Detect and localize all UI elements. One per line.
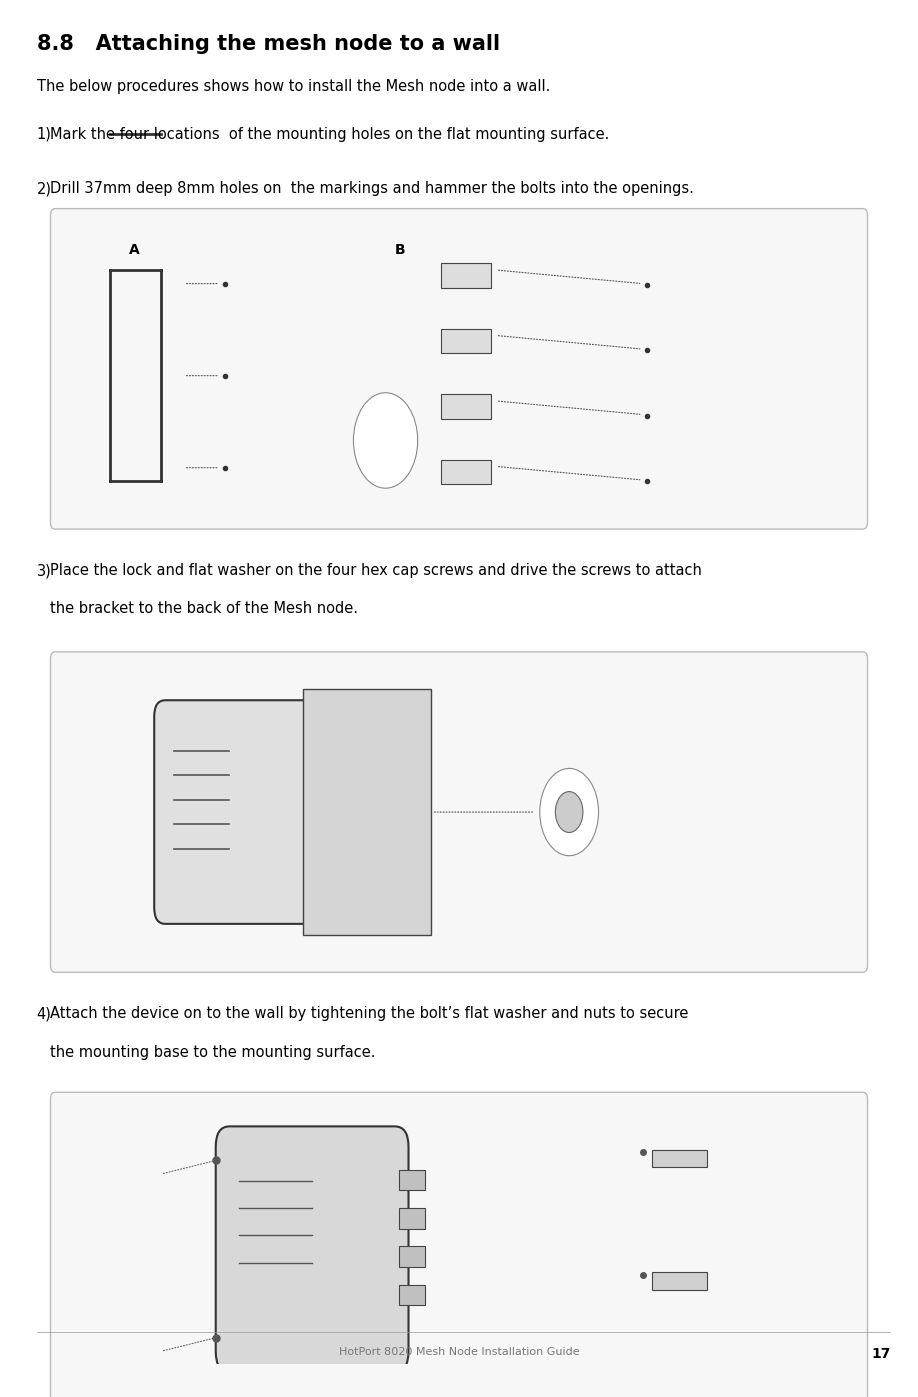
Bar [399, 1285, 425, 1305]
Text: B: B [395, 243, 406, 257]
Text: 4): 4) [37, 1006, 51, 1021]
Text: the mounting base to the mounting surface.: the mounting base to the mounting surfac… [50, 1045, 376, 1059]
Text: HotPort 8020 Mesh Node Installation Guide: HotPort 8020 Mesh Node Installation Guid… [339, 1347, 579, 1358]
Text: 8.8   Attaching the mesh node to a wall: 8.8 Attaching the mesh node to a wall [37, 34, 499, 54]
Circle shape [555, 792, 583, 833]
Text: 2): 2) [37, 182, 51, 197]
Text: Drill 37mm deep 8mm holes on  the markings and hammer the bolts into the opening: Drill 37mm deep 8mm holes on the marking… [50, 182, 694, 197]
FancyBboxPatch shape [216, 1126, 409, 1372]
FancyBboxPatch shape [50, 1092, 868, 1397]
Bar [399, 1246, 425, 1267]
Bar [441, 394, 491, 419]
Bar [441, 460, 491, 485]
Text: 17: 17 [871, 1347, 890, 1361]
Circle shape [353, 393, 418, 488]
Bar [441, 263, 491, 288]
Text: 3): 3) [37, 563, 51, 578]
Circle shape [540, 768, 599, 856]
Bar [399, 1208, 425, 1228]
Bar [652, 1150, 707, 1168]
Bar [303, 689, 431, 935]
Text: A: A [129, 243, 140, 257]
Text: Attach the device on to the wall by tightening the bolt’s flat washer and nuts t: Attach the device on to the wall by tigh… [50, 1006, 688, 1021]
Text: The below procedures shows how to install the Mesh node into a wall.: The below procedures shows how to instal… [37, 80, 550, 94]
Text: Mark the four locations  of the mounting holes on the flat mounting surface.: Mark the four locations of the mounting … [50, 127, 610, 142]
Bar [441, 328, 491, 353]
Bar [399, 1171, 425, 1190]
FancyBboxPatch shape [50, 652, 868, 972]
Text: the bracket to the back of the Mesh node.: the bracket to the back of the Mesh node… [50, 601, 359, 616]
FancyBboxPatch shape [50, 208, 868, 529]
Text: 1): 1) [37, 127, 51, 142]
FancyBboxPatch shape [154, 700, 323, 923]
Text: Place the lock and flat washer on the four hex cap screws and drive the screws t: Place the lock and flat washer on the fo… [50, 563, 702, 578]
Bar [652, 1273, 707, 1289]
